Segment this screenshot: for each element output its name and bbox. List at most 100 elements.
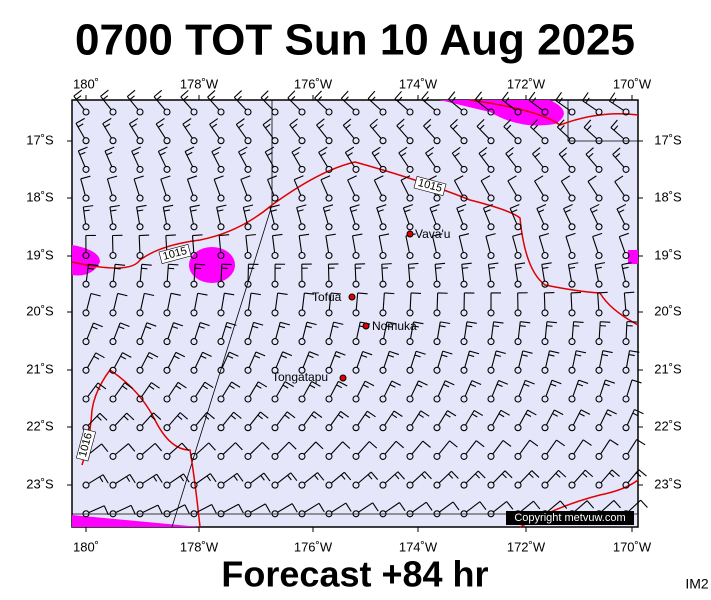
lon-label: 174˚W [399,539,438,554]
barb-shaft [303,441,317,455]
barb-feather [175,385,182,390]
barb-feather [635,472,642,478]
barb-feather [126,476,131,482]
barb-shaft [302,322,308,339]
barb-feather [211,504,217,514]
barb-station [109,510,117,518]
barb-feather [264,146,275,153]
barb-feather [165,234,176,237]
barb-feather [399,124,405,130]
barb-feather [160,175,171,180]
barb-station [325,137,333,145]
barb-station [622,366,630,374]
barb-station [541,452,549,460]
barb-station [136,395,144,403]
barb-station [163,223,171,231]
barb-feather [498,379,509,385]
barb-station [298,251,306,260]
lat-label: 17˚S [26,132,54,147]
barb-feather [445,413,451,418]
barb-station [406,366,414,374]
barb-feather [284,381,294,388]
barb-feather [168,263,179,266]
barb-feather [311,414,317,419]
barb-feather [556,119,565,128]
barb-station [379,165,387,173]
barb-feather [397,96,403,102]
barb-shaft [449,125,463,139]
barb-feather [501,91,509,101]
barb-feather [395,440,405,449]
barb-shaft [573,439,584,455]
barb-feather [525,413,532,418]
barb-feather [522,350,533,354]
barb-shaft [194,293,199,311]
barb-feather [440,321,451,325]
barb-feather [204,381,214,389]
barb-feather [83,205,94,208]
barb-shaft [491,350,497,368]
barb-feather [277,292,288,295]
barb-shaft [556,126,571,140]
barb-station [298,395,306,403]
barb-station [136,424,144,432]
barb-feather [451,96,456,103]
barb-shaft [248,351,257,368]
barb-feather [584,469,594,478]
barb-feather [495,350,506,355]
barb-shaft [465,470,479,484]
barb-feather [578,379,589,384]
barb-feather [370,471,379,480]
image-id: IM2 [685,576,709,592]
barb-station [487,165,495,173]
barb-station [568,424,576,432]
barb-shaft [218,235,222,253]
barb-station [109,137,117,145]
barb-feather [413,321,424,325]
barb-station [406,424,414,432]
barb-shaft [453,180,464,196]
barb-station [487,251,495,260]
barb-shaft [141,382,152,397]
barb-shaft [614,181,625,196]
barb-feather [569,266,576,269]
barb-feather [372,124,378,129]
barb-station [325,194,333,202]
lon-label: 172˚W [507,76,546,91]
place-label: Tofua [312,290,342,304]
barb-feather [552,413,559,417]
barb-shaft [115,504,132,514]
lon-label: 172˚W [507,539,546,554]
barb-feather [636,439,646,446]
place-dot [362,322,370,330]
barb-shaft [573,469,586,484]
barb-station [271,251,279,260]
barb-feather [607,409,617,415]
barb-station [163,395,171,403]
barb-station [325,165,333,173]
barb-shaft [546,469,559,484]
barb-shaft [437,350,444,368]
barb-shaft [245,235,249,253]
barb-feather [287,474,292,481]
barb-feather [435,267,442,269]
barb-feather [254,355,261,359]
barb-feather [190,209,197,212]
barb-station [271,510,279,518]
barb-feather [603,383,610,387]
barb-station [217,510,225,518]
barb-station [163,338,171,346]
barb-station [406,194,414,202]
lat-label: 19˚S [654,247,682,262]
barb-station [487,395,495,403]
barb-feather [150,415,156,421]
barb-shaft [396,125,409,139]
barb-station [433,194,441,202]
barb-feather [291,146,301,153]
barb-feather [614,153,621,158]
barb-feather [556,439,565,447]
barb-shaft [182,123,193,139]
barb-feather [480,175,491,182]
barb-shaft [438,410,448,426]
barb-station [460,137,468,145]
